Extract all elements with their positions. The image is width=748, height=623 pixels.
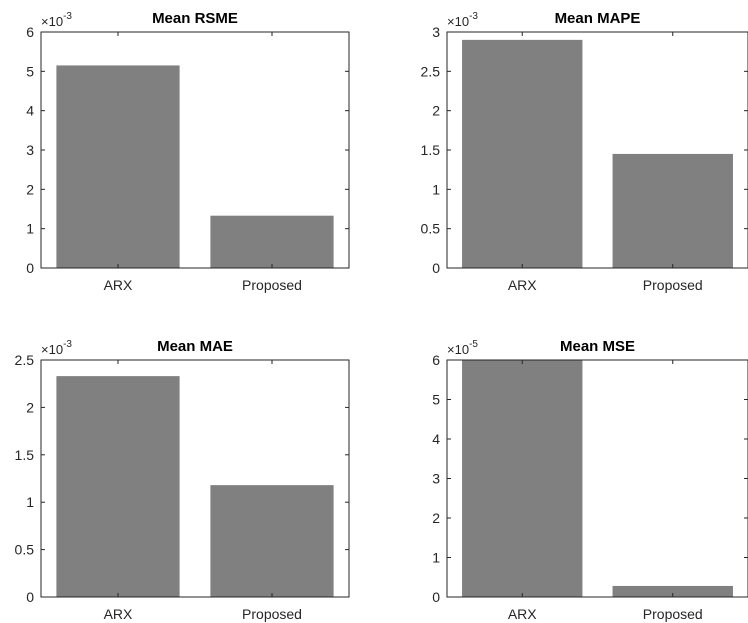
y-tick-label: 0	[432, 589, 440, 605]
bar-arx	[56, 376, 180, 597]
x-tick-label: ARX	[508, 606, 537, 622]
y-tick-label: 0.5	[421, 221, 441, 237]
y-tick-label: 1	[26, 494, 34, 510]
chart-title: Mean RSME	[152, 10, 238, 27]
axes-box	[40, 359, 350, 598]
y-tick-label: 4	[432, 431, 440, 447]
y-tick-label: 0	[432, 260, 440, 276]
y-tick-label: 3	[432, 471, 440, 487]
axis-exponent-label: ×10-5	[447, 339, 478, 357]
x-tick-label: ARX	[508, 277, 537, 293]
bar-proposed	[210, 215, 334, 268]
chart-panel-1: 0 1 2 3 4 5 6 ARX Proposed Mean RSME ×10-3	[26, 10, 350, 293]
y-tick-label: 1.5	[15, 447, 35, 463]
chart-title: Mean MSE	[560, 338, 635, 355]
chart-panel-3: 0 0.5 1 1.5 2 2.5 ARX Proposed Mean MAE ×10-3	[15, 338, 350, 622]
y-tick-label: 1	[432, 181, 440, 197]
y-tick-label: 1.5	[421, 142, 441, 158]
bar-proposed	[612, 585, 733, 597]
y-tick-label: 2	[26, 181, 34, 197]
x-tick-label: ARX	[104, 277, 133, 293]
axis-exponent-label: ×10-3	[41, 11, 72, 29]
y-tick-label: 6	[432, 352, 440, 368]
exponent-base: ×10	[41, 342, 63, 357]
y-tick-label: 0	[26, 589, 34, 605]
y-tick-label: 4	[26, 103, 34, 119]
y-tick-label: 5	[432, 392, 440, 408]
bar-arx	[462, 39, 583, 269]
bar-arx	[462, 360, 583, 597]
exponent-base: ×10	[41, 14, 63, 29]
exponent-value: -3	[63, 339, 72, 350]
axis-exponent-label: ×10-3	[447, 11, 478, 29]
x-tick-label: Proposed	[643, 606, 703, 622]
y-tick-label: 2	[26, 399, 34, 415]
x-tick-label: Proposed	[242, 277, 302, 293]
x-tick-label: ARX	[104, 606, 133, 622]
y-tick-label: 5	[26, 63, 34, 79]
y-tick-label: 6	[26, 24, 34, 40]
x-tick-label: Proposed	[643, 277, 703, 293]
y-tick-label: 3	[432, 24, 440, 40]
bar-proposed	[210, 485, 334, 597]
y-tick-label: 0.5	[15, 542, 35, 558]
y-tick-label: 3	[26, 142, 34, 158]
bar-proposed	[612, 153, 733, 268]
chart-title: Mean MAPE	[555, 10, 641, 27]
exponent-base: ×10	[447, 342, 469, 357]
chart-panel-2: 0 0.5 1 1.5 2 2.5 3 ARX Proposed Mean MAPE ×10-3	[421, 10, 748, 293]
axis-exponent-label: ×10-3	[41, 339, 72, 357]
y-tick-label: 2.5	[15, 352, 35, 368]
chart-panel-4: 0 1 2 3 4 5 6 ARX Proposed Mean MSE ×10-5	[432, 338, 748, 622]
y-tick-label: 2	[432, 510, 440, 526]
y-tick-label: 2	[432, 103, 440, 119]
exponent-value: -3	[63, 11, 72, 22]
y-tick-label: 1	[26, 221, 34, 237]
chart-title: Mean MAE	[157, 338, 233, 355]
bar-arx	[56, 65, 180, 269]
y-tick-label: 0	[26, 260, 34, 276]
exponent-value: -3	[469, 11, 478, 22]
exponent-base: ×10	[447, 14, 469, 29]
exponent-value: -5	[469, 339, 478, 350]
y-tick-label: 1	[432, 550, 440, 566]
y-tick-label: 2.5	[421, 63, 441, 79]
x-tick-label: Proposed	[242, 606, 302, 622]
